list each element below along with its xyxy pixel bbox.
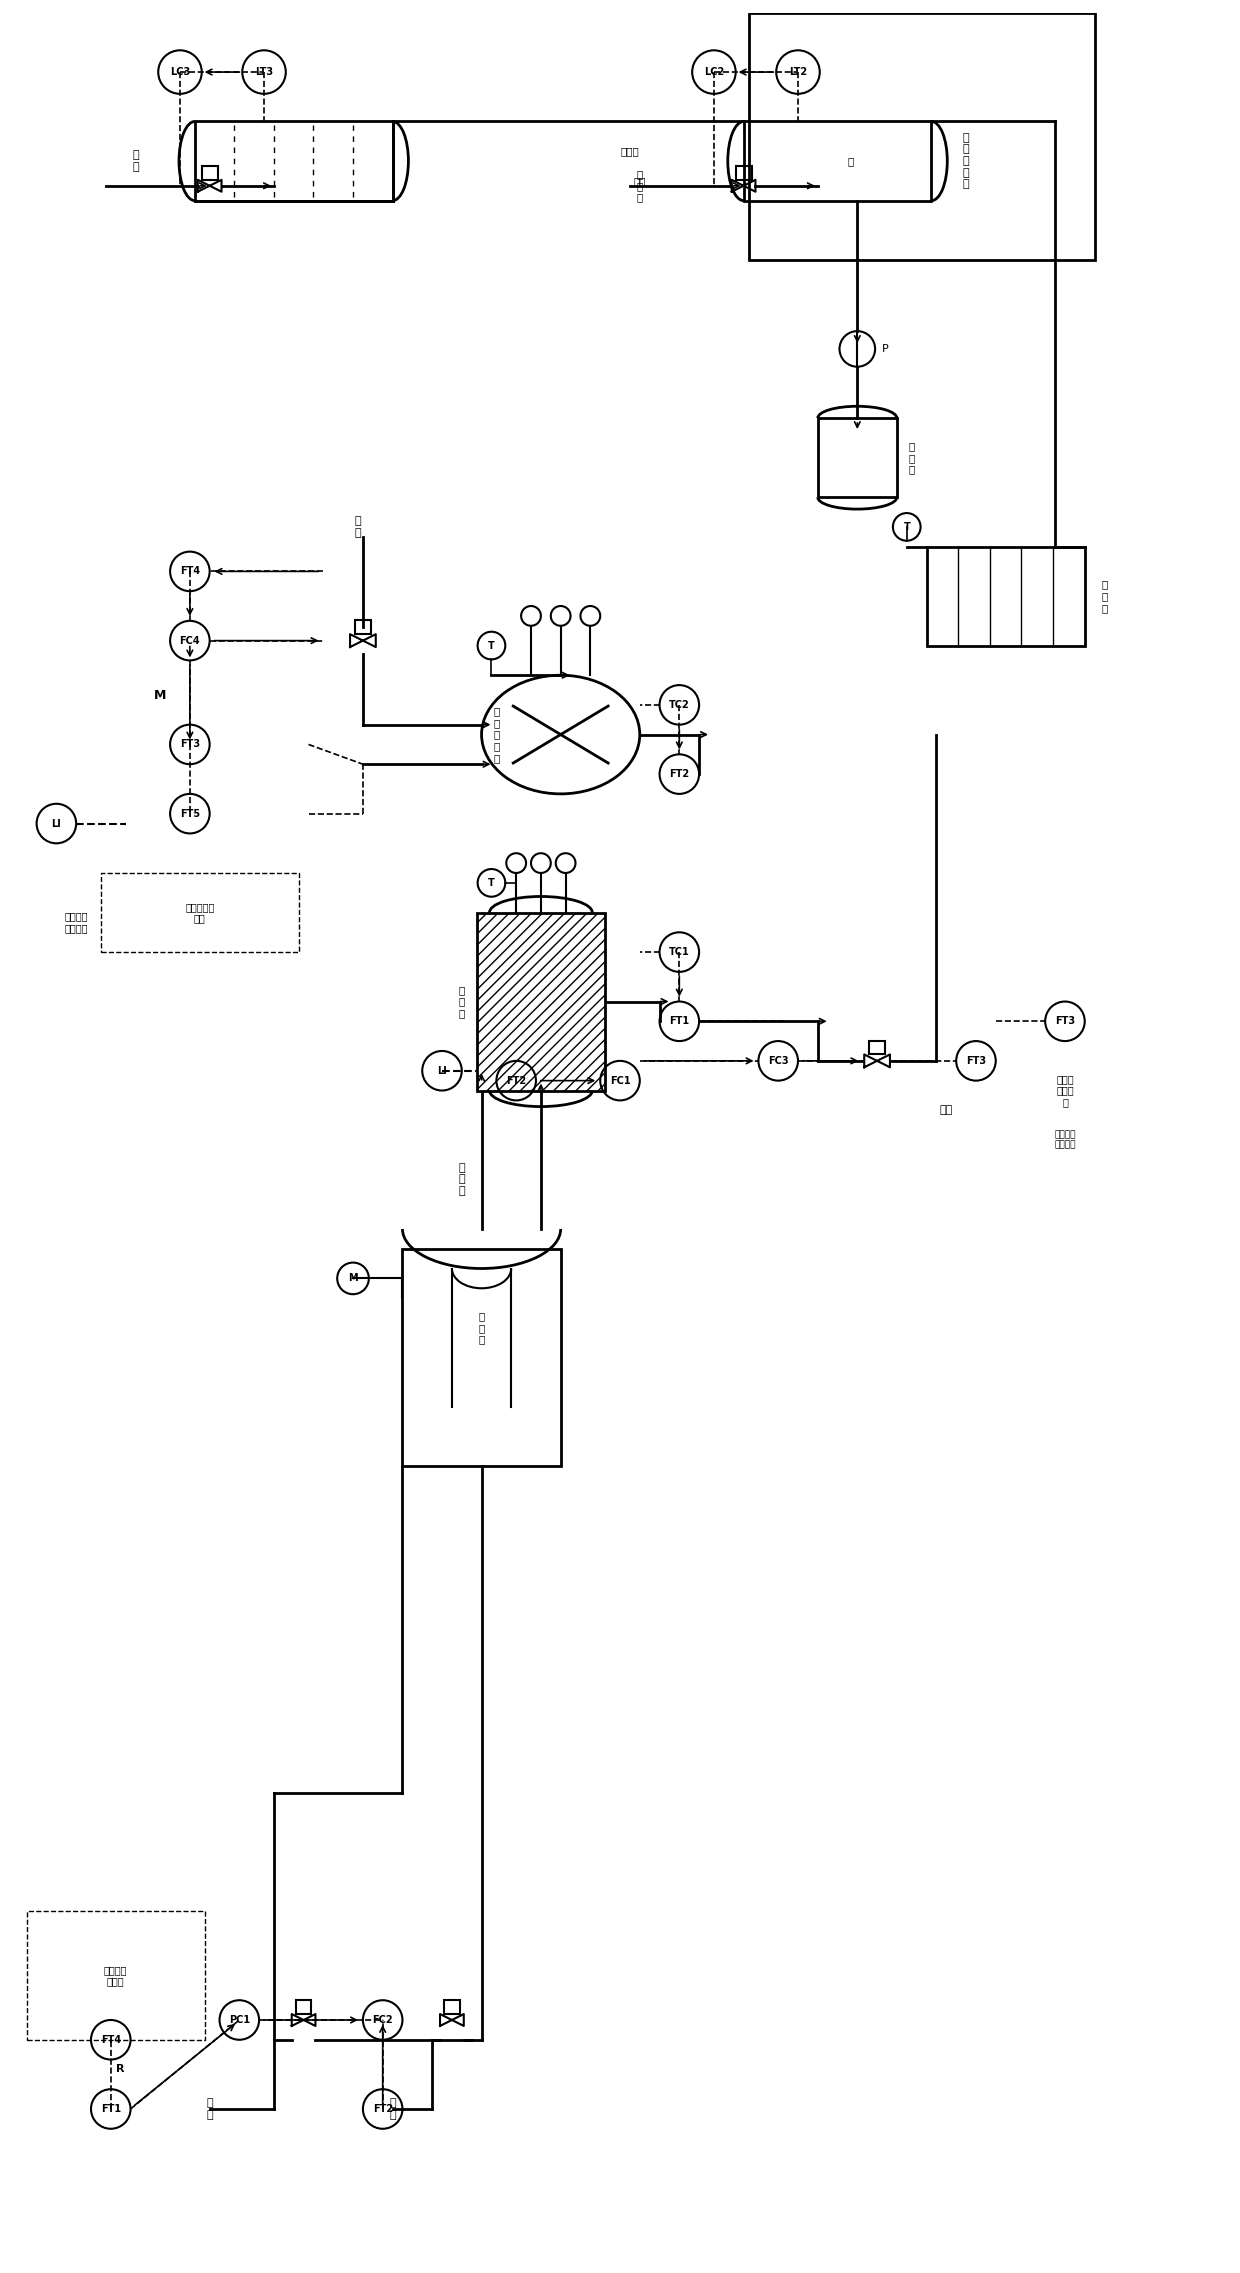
- Text: TC1: TC1: [668, 948, 689, 957]
- Text: 碱液: 碱液: [634, 175, 646, 186]
- Bar: [100, 873, 299, 952]
- Text: FT3: FT3: [1055, 1016, 1075, 1027]
- Text: P: P: [882, 343, 889, 355]
- Text: 分
割
剂: 分 割 剂: [459, 1164, 465, 1196]
- Text: LI: LI: [438, 1066, 446, 1075]
- Bar: [295, 2000, 311, 2014]
- Bar: [403, 1248, 560, 1466]
- Text: FT5: FT5: [180, 809, 200, 818]
- Text: M: M: [348, 1273, 358, 1284]
- Text: 吸收液: 吸收液: [620, 145, 640, 157]
- Text: FT4: FT4: [100, 2034, 120, 2046]
- Text: FT2: FT2: [373, 2105, 393, 2114]
- Text: 解耦前馈
控制器: 解耦前馈 控制器: [104, 1964, 128, 1987]
- Text: FT2: FT2: [506, 1075, 526, 1086]
- Text: LI: LI: [52, 818, 61, 830]
- Text: 催
化
氧
化
炉: 催 化 氧 化 炉: [494, 707, 500, 764]
- Text: T: T: [489, 641, 495, 650]
- Text: FT1: FT1: [670, 1016, 689, 1027]
- Text: 缓
冲
罐: 缓 冲 罐: [909, 441, 915, 475]
- Bar: [817, 418, 897, 498]
- Text: M: M: [154, 689, 166, 702]
- Text: FT4: FT4: [180, 566, 200, 577]
- Text: LC3: LC3: [170, 68, 190, 77]
- Text: 模型预测控
制器: 模型预测控 制器: [185, 902, 215, 923]
- Text: 标准排放
废水监测: 标准排放 废水监测: [1054, 1130, 1076, 1150]
- Text: FT1: FT1: [100, 2105, 120, 2114]
- Text: FT3: FT3: [966, 1057, 986, 1066]
- Text: 冷
凝
器: 冷 凝 器: [1101, 580, 1107, 614]
- Text: TC2: TC2: [668, 700, 689, 709]
- Text: FC1: FC1: [610, 1075, 630, 1086]
- Bar: [355, 621, 371, 634]
- Text: FC3: FC3: [768, 1057, 789, 1066]
- Bar: [202, 166, 217, 180]
- Bar: [195, 120, 393, 200]
- Bar: [869, 1041, 885, 1055]
- Bar: [744, 120, 931, 200]
- Text: T: T: [904, 523, 910, 532]
- Text: FC4: FC4: [180, 636, 200, 646]
- Text: FT3: FT3: [180, 739, 200, 750]
- Bar: [735, 166, 751, 180]
- Text: 收
集
塔: 收 集 塔: [636, 168, 642, 202]
- Text: 尾气: 尾气: [940, 1105, 952, 1116]
- Text: 废
水: 废 水: [389, 2098, 396, 2121]
- Text: T: T: [489, 877, 495, 889]
- Text: LT2: LT2: [789, 68, 807, 77]
- Text: 精馏残液
处理装置: 精馏残液 处理装置: [64, 911, 88, 934]
- Text: FC2: FC2: [372, 2014, 393, 2025]
- Bar: [27, 1912, 205, 2039]
- Text: LC2: LC2: [704, 68, 724, 77]
- Text: 鲤: 鲤: [847, 157, 853, 166]
- Text: 分
离
器: 分 离 器: [479, 1312, 485, 1343]
- Text: 尾
气: 尾 气: [355, 516, 361, 539]
- Bar: [749, 14, 1095, 259]
- Text: LT3: LT3: [255, 68, 273, 77]
- Text: PC1: PC1: [228, 2014, 250, 2025]
- Text: 汽
提
塔: 汽 提 塔: [459, 984, 465, 1018]
- Text: FT2: FT2: [670, 768, 689, 780]
- Text: 酯
吸
收
装
置: 酯 吸 收 装 置: [962, 132, 970, 189]
- Text: R: R: [117, 2064, 125, 2075]
- Text: 碱
液: 碱 液: [133, 150, 139, 173]
- Bar: [926, 548, 1085, 646]
- Bar: [476, 911, 605, 1091]
- Text: 废
液: 废 液: [206, 2098, 213, 2121]
- Bar: [444, 2000, 460, 2014]
- Text: 废水处
理后排
放: 废水处 理后排 放: [1056, 1073, 1074, 1107]
- Bar: [476, 911, 605, 1091]
